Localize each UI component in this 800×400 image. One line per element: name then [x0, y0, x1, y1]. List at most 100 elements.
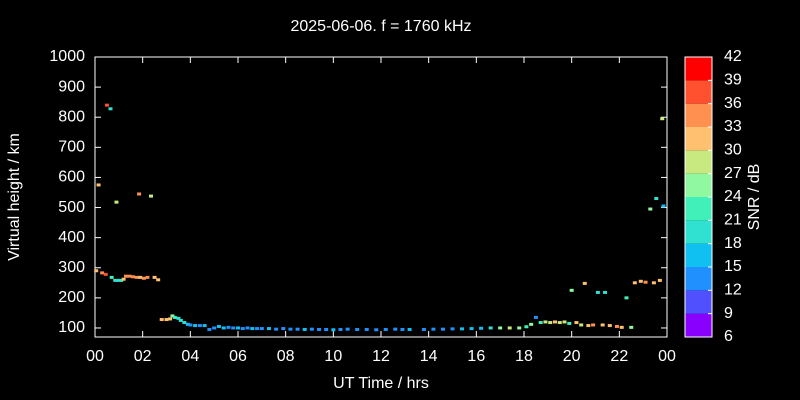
colorbar-tick-label: 15 — [724, 258, 742, 275]
data-point — [660, 117, 665, 121]
x-tick-label: 00 — [86, 348, 104, 365]
data-point — [533, 315, 538, 319]
y-tick-label: 1000 — [49, 48, 85, 65]
data-point — [185, 322, 190, 326]
x-tick-label: 22 — [610, 348, 628, 365]
data-point — [202, 324, 207, 328]
data-point — [255, 327, 260, 331]
y-tick-label: 900 — [58, 78, 85, 95]
x-tick-label: 00 — [658, 348, 676, 365]
data-point — [182, 321, 187, 325]
data-point — [197, 324, 202, 328]
data-point — [431, 327, 436, 331]
data-point — [236, 326, 240, 330]
data-point — [393, 327, 398, 331]
colorbar-bin — [685, 173, 712, 197]
data-point — [178, 318, 183, 322]
data-point — [231, 326, 236, 330]
data-point — [488, 326, 493, 330]
data-point — [638, 279, 643, 283]
data-point — [108, 107, 113, 111]
data-point — [629, 325, 634, 329]
data-point — [643, 280, 648, 284]
data-point — [119, 278, 124, 282]
y-tick-label: 100 — [58, 319, 85, 336]
y-tick-label: 500 — [58, 199, 85, 216]
data-point — [657, 278, 662, 282]
colorbar-label: SNR / dB — [746, 164, 763, 231]
data-point — [240, 327, 245, 331]
data-point — [137, 192, 142, 196]
colorbar-bin — [685, 243, 712, 267]
data-point — [524, 325, 529, 329]
colorbar-bin — [685, 290, 712, 314]
data-point — [109, 275, 114, 279]
colorbar-bin — [685, 267, 712, 291]
data-point — [355, 327, 360, 331]
y-tick-label: 400 — [58, 229, 85, 246]
data-point — [614, 324, 619, 328]
data-point — [407, 327, 412, 331]
data-point — [96, 183, 101, 187]
y-tick-label: 700 — [58, 139, 85, 156]
data-point — [324, 327, 329, 331]
data-point — [661, 204, 666, 208]
colorbar-bin — [685, 313, 712, 337]
y-tick-label: 600 — [58, 169, 85, 186]
data-point — [338, 327, 343, 331]
data-point — [141, 276, 146, 280]
colorbar-bin — [685, 57, 712, 81]
colorbar-tick-label: 6 — [724, 328, 733, 345]
colorbar-tick-label: 12 — [724, 282, 742, 299]
data-point — [104, 103, 109, 107]
data-point — [131, 275, 136, 279]
data-point — [582, 281, 587, 285]
data-point — [159, 318, 164, 322]
colorbar-tick-label: 21 — [724, 212, 742, 229]
data-point — [651, 281, 656, 285]
data-point — [250, 327, 255, 331]
data-point — [469, 327, 474, 331]
data-point — [383, 327, 388, 331]
data-point — [152, 275, 157, 279]
colorbar-bin — [685, 150, 712, 174]
y-axis-label: Virtual height / km — [6, 133, 23, 261]
data-point — [188, 323, 193, 327]
data-point — [149, 194, 154, 198]
data-point — [100, 271, 105, 275]
data-point — [517, 326, 522, 330]
x-tick-label: 02 — [134, 348, 152, 365]
data-point — [103, 272, 108, 276]
data-point — [156, 278, 161, 282]
data-point — [259, 327, 264, 331]
x-tick-label: 06 — [229, 348, 247, 365]
colorbar-tick-label: 36 — [724, 95, 742, 112]
data-point — [121, 277, 126, 281]
data-point — [127, 274, 132, 278]
data-point — [557, 321, 562, 325]
data-point — [548, 321, 553, 325]
data-point — [529, 322, 534, 326]
data-point — [221, 326, 226, 330]
data-point — [654, 197, 659, 201]
data-point — [309, 327, 314, 331]
data-point — [170, 314, 175, 318]
data-point — [113, 278, 118, 282]
data-point — [207, 327, 212, 331]
colorbar-bin — [685, 103, 712, 127]
colorbar-tick-label: 39 — [724, 72, 742, 89]
colorbar-tick-label: 18 — [724, 235, 742, 252]
data-point — [134, 275, 139, 279]
data-point — [400, 327, 405, 331]
data-point — [579, 323, 584, 327]
colorbar-bin — [685, 127, 712, 151]
y-tick-label: 800 — [58, 108, 85, 125]
data-point — [440, 327, 445, 331]
data-point — [632, 281, 637, 285]
data-point — [114, 200, 119, 204]
data-point — [172, 315, 177, 319]
data-point — [123, 274, 128, 278]
colorbar-tick-label: 27 — [724, 165, 742, 182]
data-point — [374, 328, 379, 332]
